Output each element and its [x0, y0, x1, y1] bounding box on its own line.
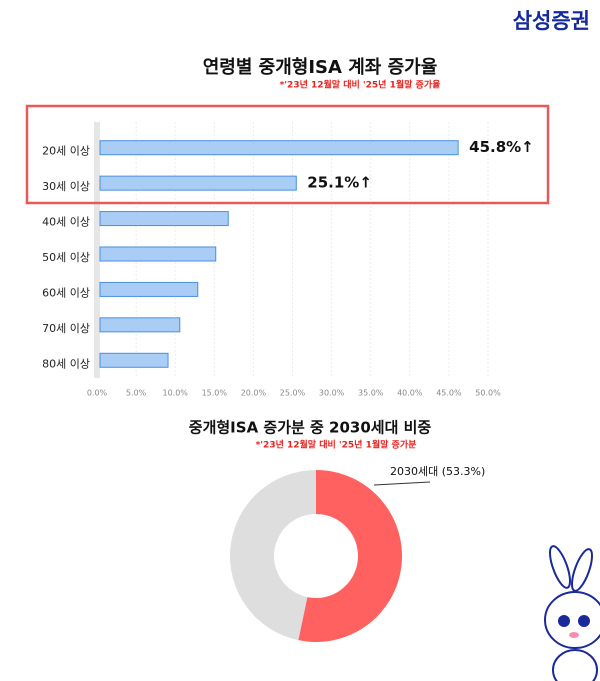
data-label: 45.8%↑ — [469, 138, 534, 156]
y-tick-label: 70세 이상 — [42, 322, 90, 335]
bar — [99, 175, 297, 191]
x-tick-label: 25.0% — [280, 389, 306, 398]
data-label: 25.1%↑ — [307, 174, 372, 192]
brand-logo: 삼성증권 — [513, 9, 590, 33]
donut-slice — [230, 470, 316, 641]
y-tick-label: 20세 이상 — [42, 145, 90, 158]
highlight-box — [25, 104, 550, 205]
x-tick-label: 30.0% — [319, 389, 345, 398]
donut-slice — [298, 470, 402, 642]
bar — [99, 211, 229, 227]
y-tick-label: 60세 이상 — [42, 286, 90, 299]
mascot — [544, 545, 600, 681]
x-tick-label: 15.0% — [202, 389, 228, 398]
chart-title: 중개형ISA 증가분 중 2030세대 비중 — [189, 419, 432, 437]
x-tick-label: 50.0% — [475, 389, 501, 398]
y-tick-label: 50세 이상 — [42, 251, 90, 264]
bar — [99, 140, 459, 156]
x-tick-label: 10.0% — [162, 389, 188, 398]
x-tick-label: 35.0% — [358, 389, 384, 398]
bar — [99, 246, 217, 262]
y-tick-label: 80세 이상 — [42, 357, 90, 370]
bar-chart: 0.0% 5.0% 10.0% 15.0% 20.0% 25.0% 30.0% 35.0% 40… — [42, 122, 534, 398]
chart-subtitle: *'23년 12월말 대비 '25년 1월말 증가율 — [280, 79, 441, 91]
bar — [99, 317, 181, 333]
donut-chart: 2030세대 (53.3%) — [230, 465, 485, 642]
chart-title: 연령별 중개형ISA 계좌 증가율 — [203, 57, 438, 78]
y-tick-label: 30세 이상 — [42, 180, 90, 193]
axis-shade — [94, 122, 100, 378]
x-tick-label: 20.0% — [241, 389, 267, 398]
leader-line — [373, 481, 431, 486]
y-tick-label: 40세 이상 — [42, 216, 90, 229]
bar — [99, 281, 199, 297]
bar — [99, 352, 169, 368]
x-tick-label: 45.0% — [436, 389, 462, 398]
data-label: 2030세대 (53.3%) — [390, 465, 485, 478]
x-tick-label: 5.0% — [126, 389, 147, 398]
x-tick-label: 0.0% — [87, 389, 108, 398]
chart-subtitle: *'23년 12월말 대비 '25년 1월말 증가분 — [256, 439, 417, 451]
x-tick-label: 40.0% — [397, 389, 423, 398]
